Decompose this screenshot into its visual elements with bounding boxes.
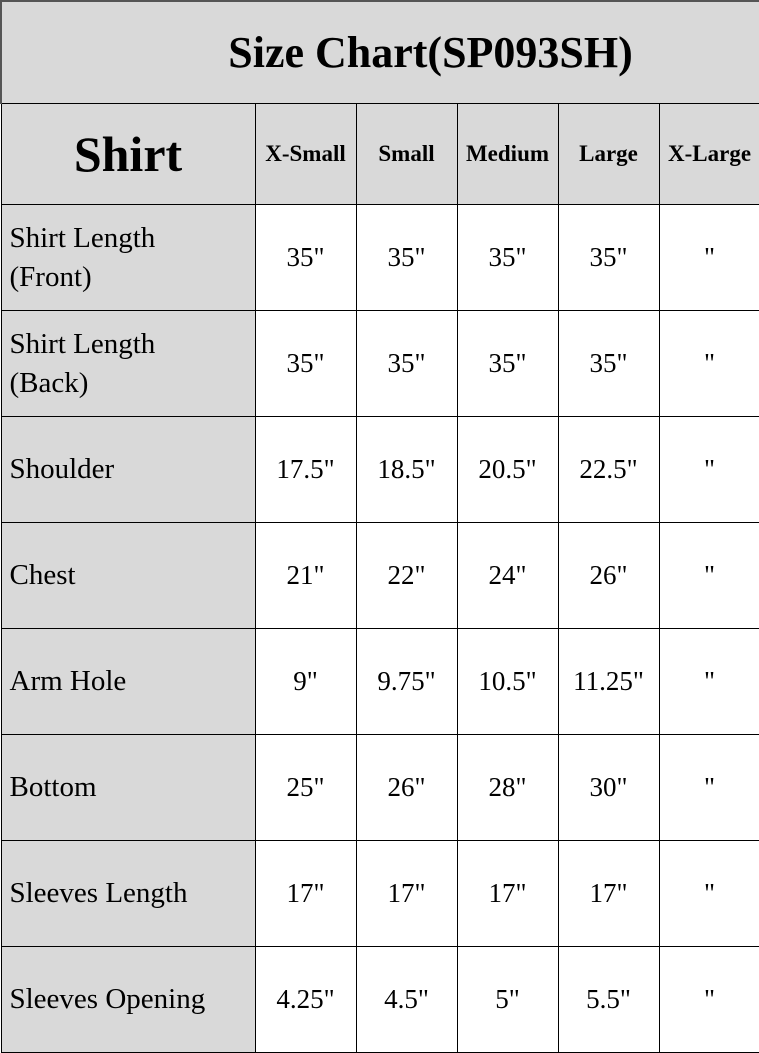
measurement-value: 11.25" — [557, 628, 660, 735]
measurement-value: " — [658, 310, 759, 417]
table-row: Sleeves Length 17" 17" 17" 17" " — [0, 840, 759, 947]
chart-title-text: Size Chart(SP093SH) — [228, 28, 633, 77]
measurement-label-text: Sleeves Opening — [9, 983, 206, 1015]
measurement-value: " — [658, 416, 759, 523]
measurement-value: 5" — [456, 946, 559, 1053]
measurement-label: Sleeves Length — [0, 840, 256, 947]
measurement-value: " — [658, 522, 759, 629]
table-row: Shoulder 17.5" 18.5" 20.5" 22.5" " — [0, 416, 759, 523]
measurement-value: 21" — [254, 522, 357, 629]
size-header: Large — [557, 103, 660, 205]
measurement-value: 35" — [456, 204, 559, 311]
measurement-value: 35" — [355, 204, 458, 311]
measurement-label: Shirt Length (Front) — [0, 204, 256, 311]
measurement-value: " — [658, 840, 759, 947]
table-row: Arm Hole 9" 9.75" 10.5" 11.25" " — [0, 628, 759, 735]
size-header: Small — [355, 103, 458, 205]
measurement-label: Bottom — [0, 734, 256, 841]
measurement-value: 35" — [557, 204, 660, 311]
measurement-value: 22" — [355, 522, 458, 629]
measurement-label: Sleeves Opening — [0, 946, 256, 1053]
chart-title: Size Chart(SP093SH) — [0, 0, 759, 104]
measurement-value: 22.5" — [557, 416, 660, 523]
measurement-value: 4.25" — [254, 946, 357, 1053]
size-header: X-Small — [254, 103, 357, 205]
measurement-label-text: Shirt Length — [9, 327, 156, 360]
measurement-value: 24" — [456, 522, 559, 629]
measurement-value: 28" — [456, 734, 559, 841]
measurement-value: 4.5" — [355, 946, 458, 1053]
measurement-value: 26" — [557, 522, 660, 629]
measurement-value: 17" — [355, 840, 458, 947]
size-header: Medium — [456, 103, 559, 205]
measurement-label-text: Sleeves Length — [9, 877, 188, 909]
measurement-value: 17.5" — [254, 416, 357, 523]
measurement-value: 26" — [355, 734, 458, 841]
measurement-label-text: (Back) — [9, 366, 89, 399]
measurement-value: 20.5" — [456, 416, 559, 523]
measurement-value: 35" — [557, 310, 660, 417]
measurement-value: 35" — [254, 310, 357, 417]
measurement-value: 35" — [456, 310, 559, 417]
measurement-label-text: (Front) — [9, 260, 92, 293]
measurement-value: 18.5" — [355, 416, 458, 523]
measurement-label-text: Shirt Length — [9, 221, 156, 254]
table-row: Bottom 25" 26" 28" 30" " — [0, 734, 759, 841]
measurement-value: 25" — [254, 734, 357, 841]
measurement-value: 17" — [557, 840, 660, 947]
measurement-label-text: Bottom — [9, 771, 97, 803]
measurement-value: 35" — [254, 204, 357, 311]
category-header: Shirt — [0, 103, 256, 205]
measurement-value: 9.75" — [355, 628, 458, 735]
size-header: X-Large — [658, 103, 759, 205]
measurement-label: Shirt Length (Back) — [0, 310, 256, 417]
table-row: Shirt Length (Back) 35" 35" 35" 35" " — [0, 310, 759, 417]
table-row: Chest 21" 22" 24" 26" " — [0, 522, 759, 629]
measurement-value: 17" — [456, 840, 559, 947]
measurement-value: " — [658, 628, 759, 735]
measurement-label-text: Chest — [9, 559, 76, 591]
title-row: Size Chart(SP093SH) — [0, 0, 759, 104]
header-row: Shirt X-Small Small Medium Large X-Large — [0, 103, 759, 205]
measurement-label-text: Shoulder — [9, 453, 115, 485]
measurement-value: " — [658, 204, 759, 311]
measurement-value: 17" — [254, 840, 357, 947]
measurement-value: 5.5" — [557, 946, 660, 1053]
measurement-label-text: Arm Hole — [9, 665, 127, 697]
measurement-value: 10.5" — [456, 628, 559, 735]
measurement-value: 30" — [557, 734, 660, 841]
measurement-value: 9" — [254, 628, 357, 735]
table-row: Shirt Length (Front) 35" 35" 35" 35" " — [0, 204, 759, 311]
measurement-label: Shoulder — [0, 416, 256, 523]
measurement-value: " — [658, 734, 759, 841]
table-row: Sleeves Opening 4.25" 4.5" 5" 5.5" " — [0, 946, 759, 1053]
measurement-label: Arm Hole — [0, 628, 256, 735]
measurement-value: " — [658, 946, 759, 1053]
measurement-value: 35" — [355, 310, 458, 417]
measurement-label: Chest — [0, 522, 256, 629]
